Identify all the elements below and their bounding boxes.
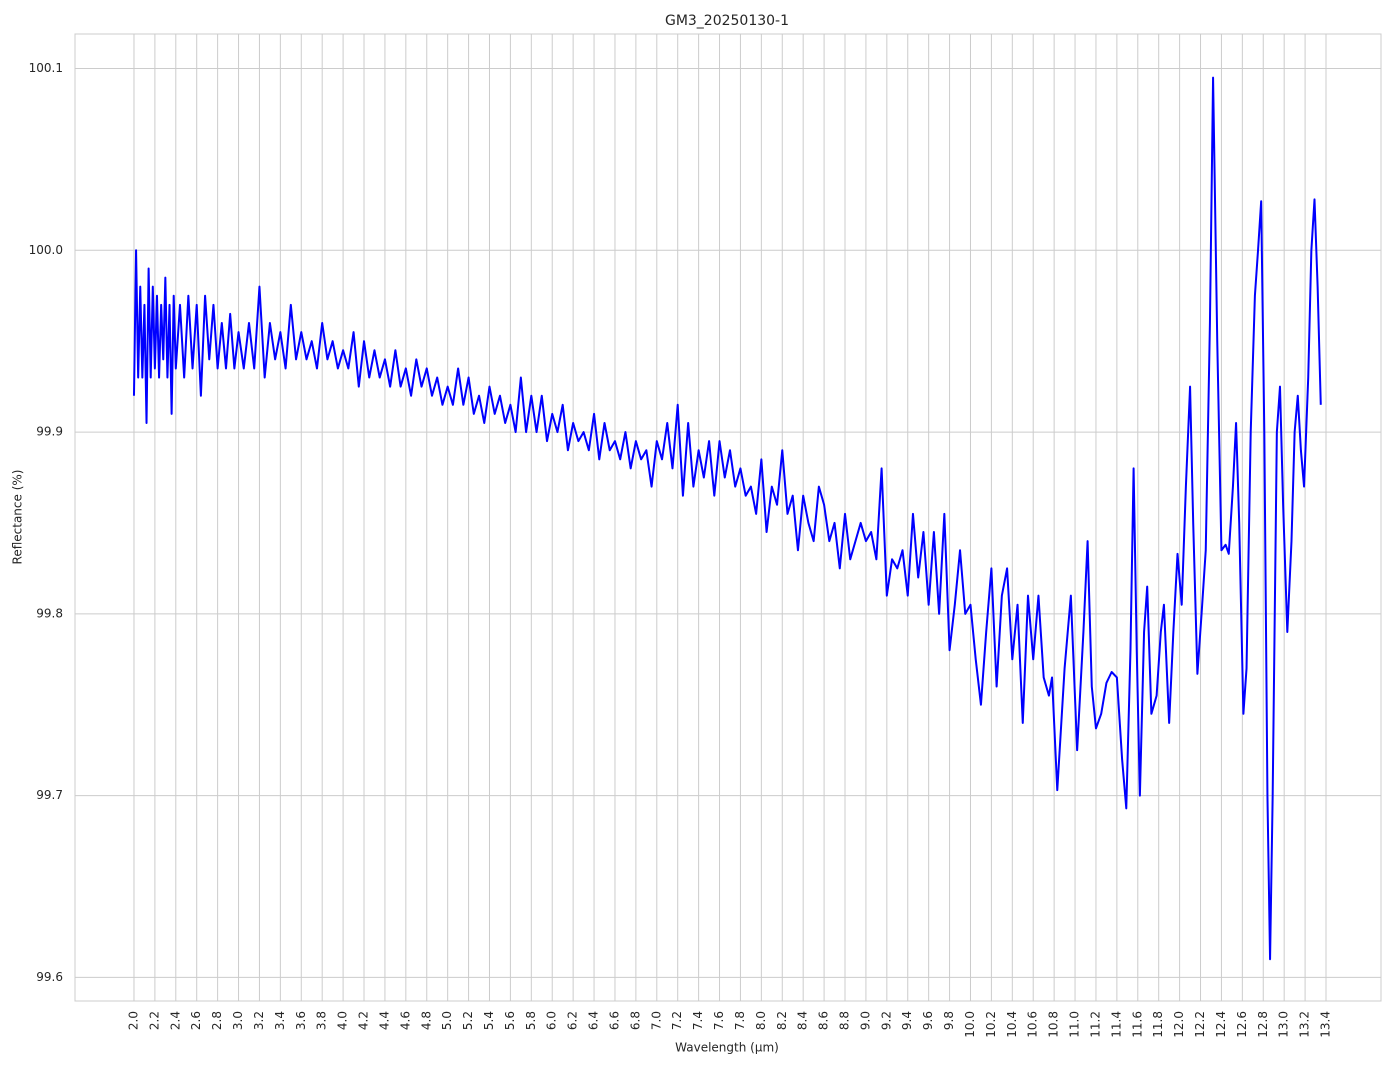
y-tick-label: 99.7 xyxy=(36,788,63,802)
x-tick-label: 2.2 xyxy=(147,1011,161,1030)
x-tick-label: 12.0 xyxy=(1172,1011,1186,1038)
x-tick-label: 7.8 xyxy=(733,1011,747,1030)
y-tick-label: 99.6 xyxy=(36,970,63,984)
x-tick-label: 4.4 xyxy=(377,1011,391,1030)
x-tick-label: 10.2 xyxy=(984,1011,998,1038)
data-line xyxy=(132,76,1322,961)
x-tick-label: 8.4 xyxy=(796,1011,810,1030)
x-tick-label: 6.8 xyxy=(628,1011,642,1030)
x-tick-label: 13.4 xyxy=(1318,1011,1332,1038)
x-tick-label: 6.6 xyxy=(607,1011,621,1030)
x-tick-label: 9.0 xyxy=(858,1011,872,1030)
y-tick-label: 99.9 xyxy=(36,425,63,439)
x-tick-label: 8.0 xyxy=(754,1011,768,1030)
x-tick-label: 11.2 xyxy=(1088,1011,1102,1038)
x-tick-label: 7.6 xyxy=(712,1011,726,1030)
x-tick-label: 13.0 xyxy=(1277,1011,1291,1038)
x-tick-label: 10.0 xyxy=(963,1011,977,1038)
x-tick-label: 6.4 xyxy=(587,1011,601,1030)
x-tick-label: 7.0 xyxy=(649,1011,663,1030)
x-tick-label: 6.2 xyxy=(566,1011,580,1030)
x-tick-label: 3.2 xyxy=(252,1011,266,1030)
x-tick-label: 12.4 xyxy=(1214,1011,1228,1038)
x-tick-label: 5.0 xyxy=(440,1011,454,1030)
y-tick-label: 99.8 xyxy=(36,606,63,620)
x-tick-label: 3.0 xyxy=(231,1011,245,1030)
x-tick-label: 12.8 xyxy=(1256,1011,1270,1038)
x-tick-label: 7.2 xyxy=(670,1011,684,1030)
x-tick-label: 4.0 xyxy=(336,1011,350,1030)
x-tick-label: 11.6 xyxy=(1130,1011,1144,1038)
x-tick-label: 5.2 xyxy=(461,1011,475,1030)
plot-area xyxy=(75,34,1381,1001)
x-tick-label: 4.6 xyxy=(398,1011,412,1030)
x-tick-label: 4.2 xyxy=(357,1011,371,1030)
x-tick-label: 10.8 xyxy=(1047,1011,1061,1038)
x-tick-label: 3.6 xyxy=(294,1011,308,1030)
x-tick-label: 2.6 xyxy=(189,1011,203,1030)
x-tick-label: 5.4 xyxy=(482,1011,496,1030)
x-tick-label: 5.8 xyxy=(524,1011,538,1030)
x-tick-label: 8.6 xyxy=(817,1011,831,1030)
x-tick-label: 10.4 xyxy=(1005,1011,1019,1038)
x-tick-label: 9.6 xyxy=(921,1011,935,1030)
x-tick-label: 9.4 xyxy=(900,1011,914,1030)
x-tick-label: 3.8 xyxy=(315,1011,329,1030)
x-tick-label: 11.0 xyxy=(1068,1011,1082,1038)
x-tick-label: 4.8 xyxy=(419,1011,433,1030)
x-tick-label: 13.2 xyxy=(1298,1011,1312,1038)
y-axis-label: Reflectance (%) xyxy=(11,470,25,565)
x-tick-label: 12.2 xyxy=(1193,1011,1207,1038)
x-tick-label: 7.4 xyxy=(691,1011,705,1030)
x-tick-label: 9.2 xyxy=(879,1011,893,1030)
x-axis-label: Wavelength (µm) xyxy=(675,1041,779,1055)
chart-title: GM3_20250130-1 xyxy=(665,13,789,29)
y-tick-label: 100.0 xyxy=(29,243,63,257)
x-tick-label: 8.2 xyxy=(775,1011,789,1030)
x-tick-label: 8.8 xyxy=(838,1011,852,1030)
x-tick-label: 5.6 xyxy=(503,1011,517,1030)
x-tick-label: 3.4 xyxy=(273,1011,287,1030)
x-tick-label: 10.6 xyxy=(1026,1011,1040,1038)
x-tick-label: 9.8 xyxy=(942,1011,956,1030)
x-tick-label: 2.0 xyxy=(126,1011,140,1030)
x-tick-label: 6.0 xyxy=(545,1011,559,1030)
x-tick-label: 2.4 xyxy=(168,1011,182,1030)
x-tick-label: 2.8 xyxy=(210,1011,224,1030)
x-tick-label: 11.4 xyxy=(1109,1011,1123,1038)
x-tick-label: 12.6 xyxy=(1235,1011,1249,1038)
y-tick-label: 100.1 xyxy=(29,61,63,75)
plot-frame xyxy=(74,33,1382,1002)
x-tick-label: 11.8 xyxy=(1151,1011,1165,1038)
